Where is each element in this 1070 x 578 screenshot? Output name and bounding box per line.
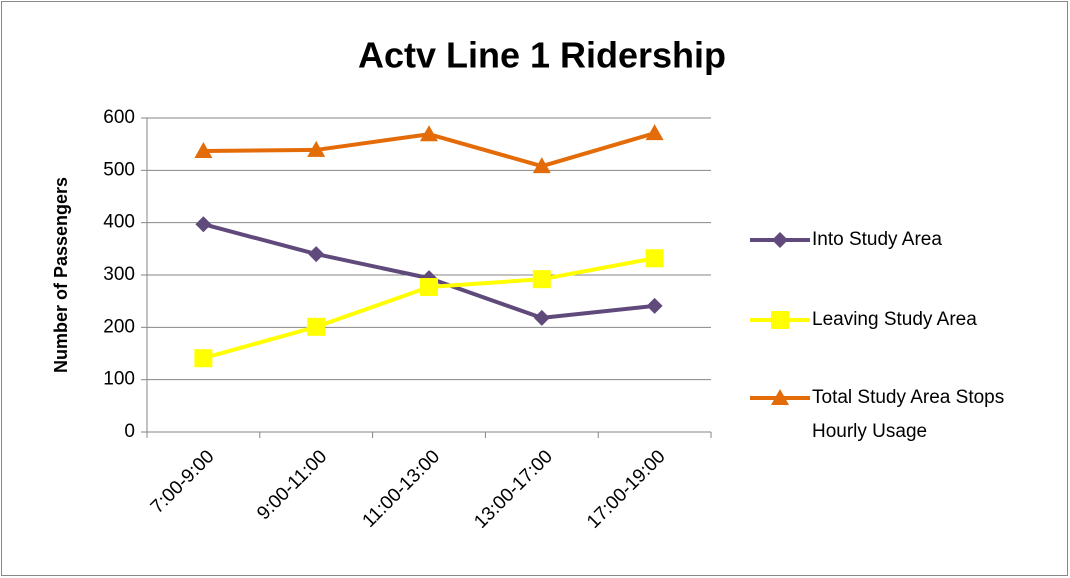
- marker: [307, 317, 326, 336]
- marker: [646, 297, 663, 314]
- y-tick-label: 100: [103, 369, 135, 390]
- legend-label: Leaving Study Area: [812, 309, 977, 330]
- y-tick-label: 600: [103, 107, 135, 128]
- marker: [532, 157, 551, 174]
- legend-label: Into Study Area: [812, 229, 942, 250]
- marker: [771, 389, 789, 405]
- marker: [194, 141, 213, 158]
- y-tick-label: 200: [103, 316, 135, 337]
- marker: [307, 140, 326, 157]
- marker: [533, 309, 550, 326]
- marker: [308, 246, 325, 263]
- marker: [532, 270, 551, 289]
- marker: [420, 278, 438, 297]
- legend-label: Total Study Area Stops Hourly Usage: [812, 387, 1005, 442]
- marker: [772, 232, 788, 248]
- marker: [645, 124, 664, 141]
- marker: [645, 249, 664, 268]
- chart-title: Actv Line 1 Ridership: [358, 35, 726, 76]
- marker: [420, 125, 438, 142]
- marker: [194, 349, 213, 368]
- marker: [771, 311, 789, 329]
- y-tick-label: 500: [103, 159, 135, 180]
- y-tick-label: 0: [124, 421, 135, 442]
- y-axis-label: Number of Passengers: [51, 177, 71, 373]
- y-tick-label: 400: [103, 212, 135, 233]
- marker: [195, 216, 212, 233]
- y-tick-label: 300: [103, 264, 135, 285]
